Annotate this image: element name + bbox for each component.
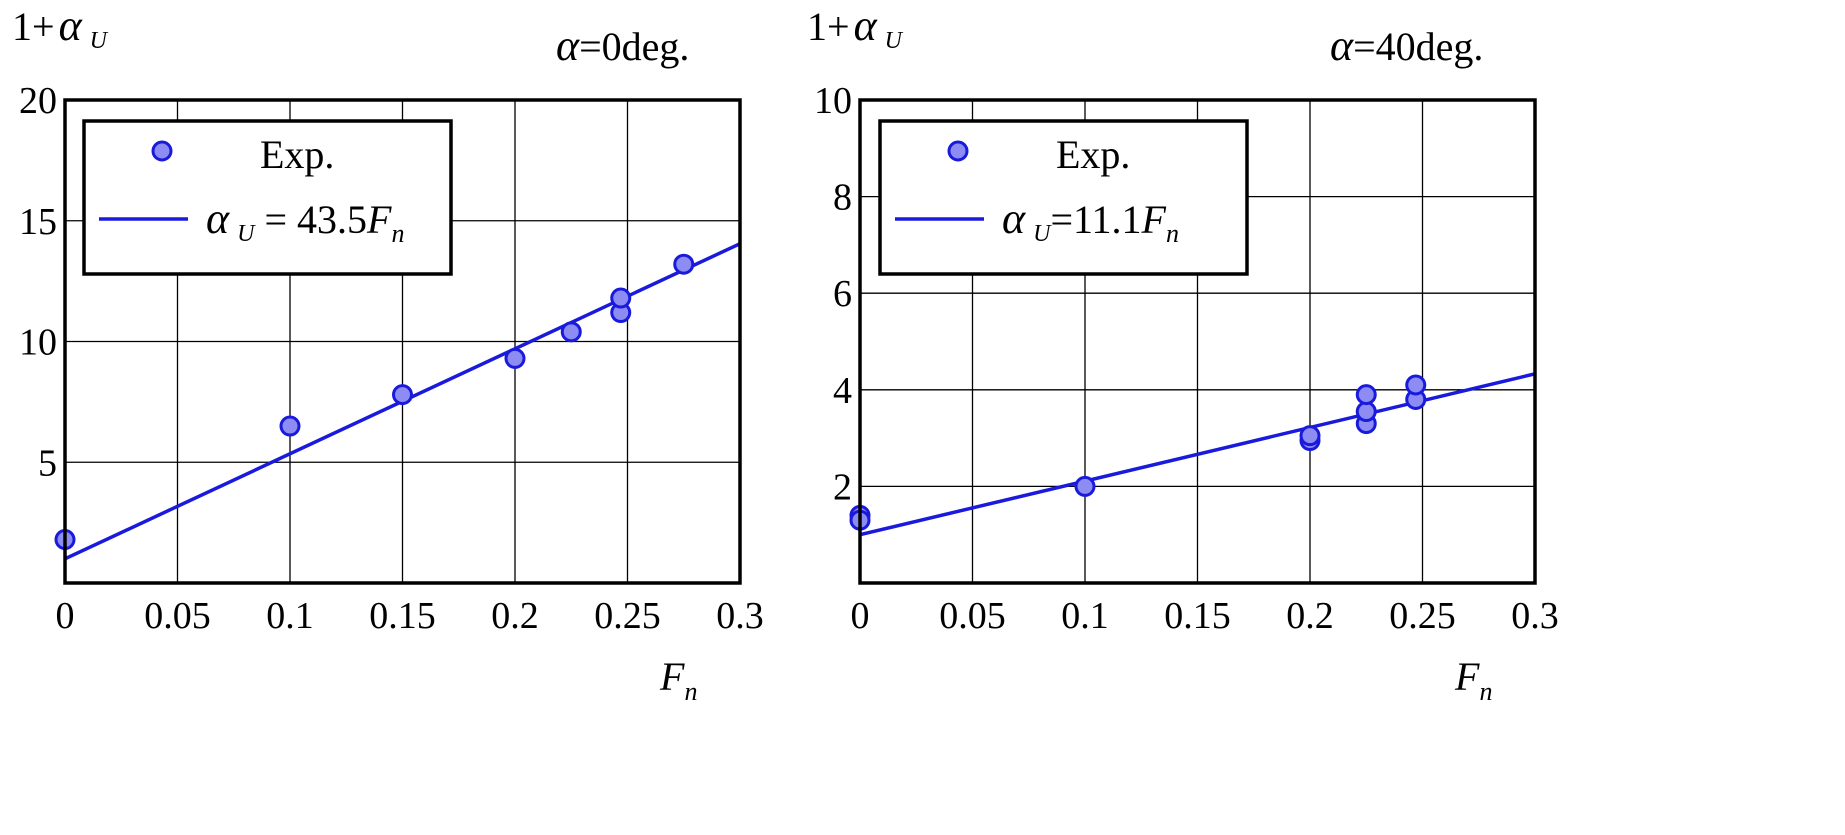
x-tick-label: 0.3 xyxy=(1511,595,1559,637)
y-tick-label: 15 xyxy=(19,201,57,243)
y-tick-label: 10 xyxy=(814,80,852,122)
y-label-sub: U xyxy=(90,28,109,54)
plot-frame xyxy=(63,98,742,585)
title-alpha: α xyxy=(1330,21,1354,70)
legend-var-sub: n xyxy=(1166,219,1179,248)
title-alpha: α xyxy=(556,21,580,70)
x-label-main: F xyxy=(1454,654,1480,699)
chart-title: α=0deg. xyxy=(556,21,689,70)
legend: Exp. α U = 43.5Fn xyxy=(82,119,453,276)
y-axis-label: 1+α U xyxy=(807,1,904,54)
x-tick-label: 0 xyxy=(851,595,870,637)
y-tick-label: 8 xyxy=(833,177,852,219)
legend: Exp. α U=11.1Fn xyxy=(878,119,1249,276)
x-label-main: F xyxy=(659,654,685,699)
legend-box xyxy=(878,119,1249,276)
legend-equation: =11.1 xyxy=(1050,197,1141,242)
x-label-sub: n xyxy=(684,677,697,706)
x-label-sub: n xyxy=(1479,677,1492,706)
x-axis-label: Fn xyxy=(1454,654,1492,706)
data-point xyxy=(610,287,632,309)
legend-alpha: α xyxy=(206,194,230,243)
data-point xyxy=(560,321,582,343)
legend-marker-icon xyxy=(151,140,173,162)
legend-label-exp: Exp. xyxy=(260,132,334,177)
data-point xyxy=(504,347,526,369)
y-axis-label: 1+α U xyxy=(12,1,109,54)
x-tick-label: 0.25 xyxy=(594,595,661,637)
x-tick-label: 0.1 xyxy=(266,595,314,637)
x-tick-label: 0.15 xyxy=(369,595,436,637)
data-point xyxy=(1074,475,1096,497)
legend-alpha: α xyxy=(1002,194,1026,243)
data-point xyxy=(392,384,413,406)
y-tick-label: 4 xyxy=(833,370,852,412)
x-tick-label: 0.1 xyxy=(1061,595,1109,637)
x-tick-label: 0.05 xyxy=(144,595,211,637)
y-label-prefix: 1+ xyxy=(12,4,55,49)
y-tick-label: 10 xyxy=(19,322,57,364)
x-tick-label: 0 xyxy=(56,595,75,637)
legend-equation: = 43.5 xyxy=(254,197,367,242)
y-tick-label: 20 xyxy=(19,80,57,122)
x-tick-label: 0.25 xyxy=(1389,595,1456,637)
x-tick-label: 0.15 xyxy=(1164,595,1231,637)
legend-var-sub: n xyxy=(391,219,404,248)
x-tick-label: 0.05 xyxy=(939,595,1006,637)
legend-label-fit: α U=11.1Fn xyxy=(1002,194,1179,248)
data-point xyxy=(1355,401,1377,423)
y-label-alpha: α xyxy=(854,1,878,50)
legend-label-exp: Exp. xyxy=(1056,132,1130,177)
data-point xyxy=(1405,374,1427,396)
y-tick-label: 6 xyxy=(833,273,852,315)
title-rest: =40deg. xyxy=(1353,24,1483,69)
plot-frame xyxy=(858,98,1537,585)
legend-var: F xyxy=(1141,197,1167,242)
y-label-alpha: α xyxy=(59,1,83,50)
y-tick-label: 5 xyxy=(38,442,57,484)
legend-var: F xyxy=(366,197,392,242)
y-tick-label: 2 xyxy=(833,466,852,508)
data-point xyxy=(1299,425,1321,447)
data-point xyxy=(673,253,695,275)
legend-marker-icon xyxy=(947,140,969,162)
data-point xyxy=(279,415,301,437)
x-tick-label: 0.3 xyxy=(716,595,764,637)
legend-alpha-sub: U xyxy=(1033,221,1052,247)
legend-box xyxy=(82,119,453,276)
x-tick-label: 0.2 xyxy=(1286,595,1334,637)
y-label-sub: U xyxy=(885,28,904,54)
x-axis-label: Fn xyxy=(659,654,697,706)
data-point xyxy=(1355,384,1377,406)
y-label-prefix: 1+ xyxy=(807,4,850,49)
x-tick-label: 0.2 xyxy=(491,595,539,637)
chart-title: α=40deg. xyxy=(1330,21,1483,70)
legend-alpha-sub: U xyxy=(237,221,256,247)
title-rest: =0deg. xyxy=(579,24,689,69)
